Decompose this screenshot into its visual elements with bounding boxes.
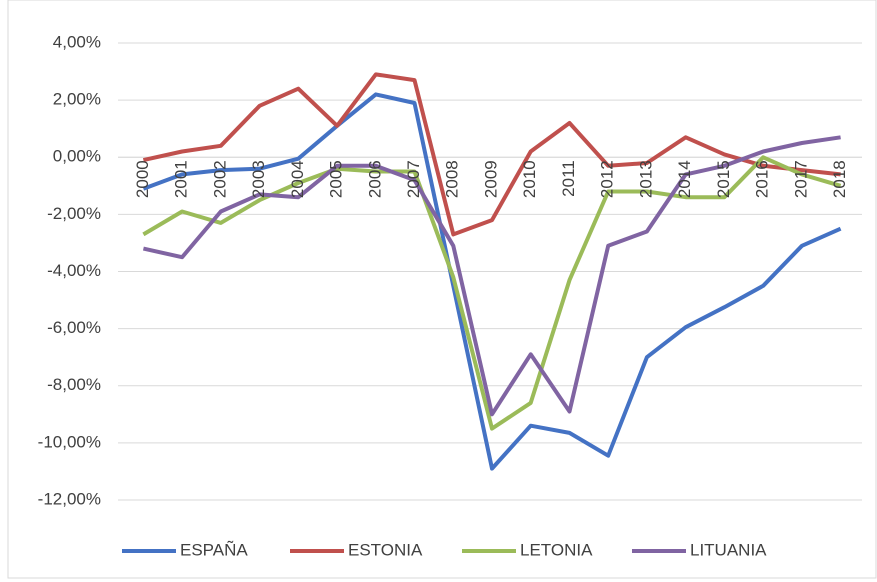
x-tick-label: 2004 — [288, 160, 307, 198]
x-tick-label: 2010 — [520, 160, 539, 198]
chart-frame — [7, 0, 877, 579]
y-tick-label: 2,00% — [53, 90, 101, 109]
y-tick-label: -12,00% — [38, 489, 101, 508]
y-tick-label: -6,00% — [47, 318, 101, 337]
x-tick-label: 2001 — [172, 160, 191, 198]
series-line — [142, 72, 841, 237]
legend-label: LETONIA — [520, 540, 593, 559]
x-tick-label: 2002 — [210, 160, 229, 198]
series-line — [142, 92, 842, 471]
legend-label: LITUANIA — [690, 540, 767, 559]
legend-label: ESTONIA — [348, 540, 423, 559]
y-tick-label: -4,00% — [47, 261, 101, 280]
y-tick-label: 4,00% — [53, 32, 101, 51]
legend-label: ESPAÑA — [180, 540, 248, 559]
x-tick-label: 2013 — [636, 160, 655, 198]
x-tick-label: 2012 — [598, 160, 617, 198]
series-line — [142, 135, 841, 417]
x-tick-label: 2011 — [559, 160, 578, 197]
x-tick-label: 2003 — [249, 160, 268, 198]
x-tick-label: 2014 — [675, 160, 694, 198]
x-tick-label: 2008 — [443, 160, 462, 198]
y-tick-label: 0,00% — [53, 147, 101, 166]
series-line — [142, 155, 842, 431]
y-tick-label: -2,00% — [47, 204, 101, 223]
x-tick-label: 2007 — [404, 160, 423, 198]
y-tick-label: -8,00% — [47, 375, 101, 394]
x-tick-label: 2006 — [365, 160, 384, 198]
x-tick-label: 2005 — [327, 160, 346, 198]
x-tick-label: 2015 — [714, 160, 733, 198]
x-tick-label: 2009 — [481, 160, 500, 198]
x-tick-label: 2000 — [133, 160, 152, 198]
x-tick-label: 2016 — [753, 160, 772, 198]
x-tick-label: 2018 — [830, 160, 849, 198]
x-tick-label: 2017 — [791, 160, 810, 198]
y-tick-label: -10,00% — [38, 432, 101, 451]
